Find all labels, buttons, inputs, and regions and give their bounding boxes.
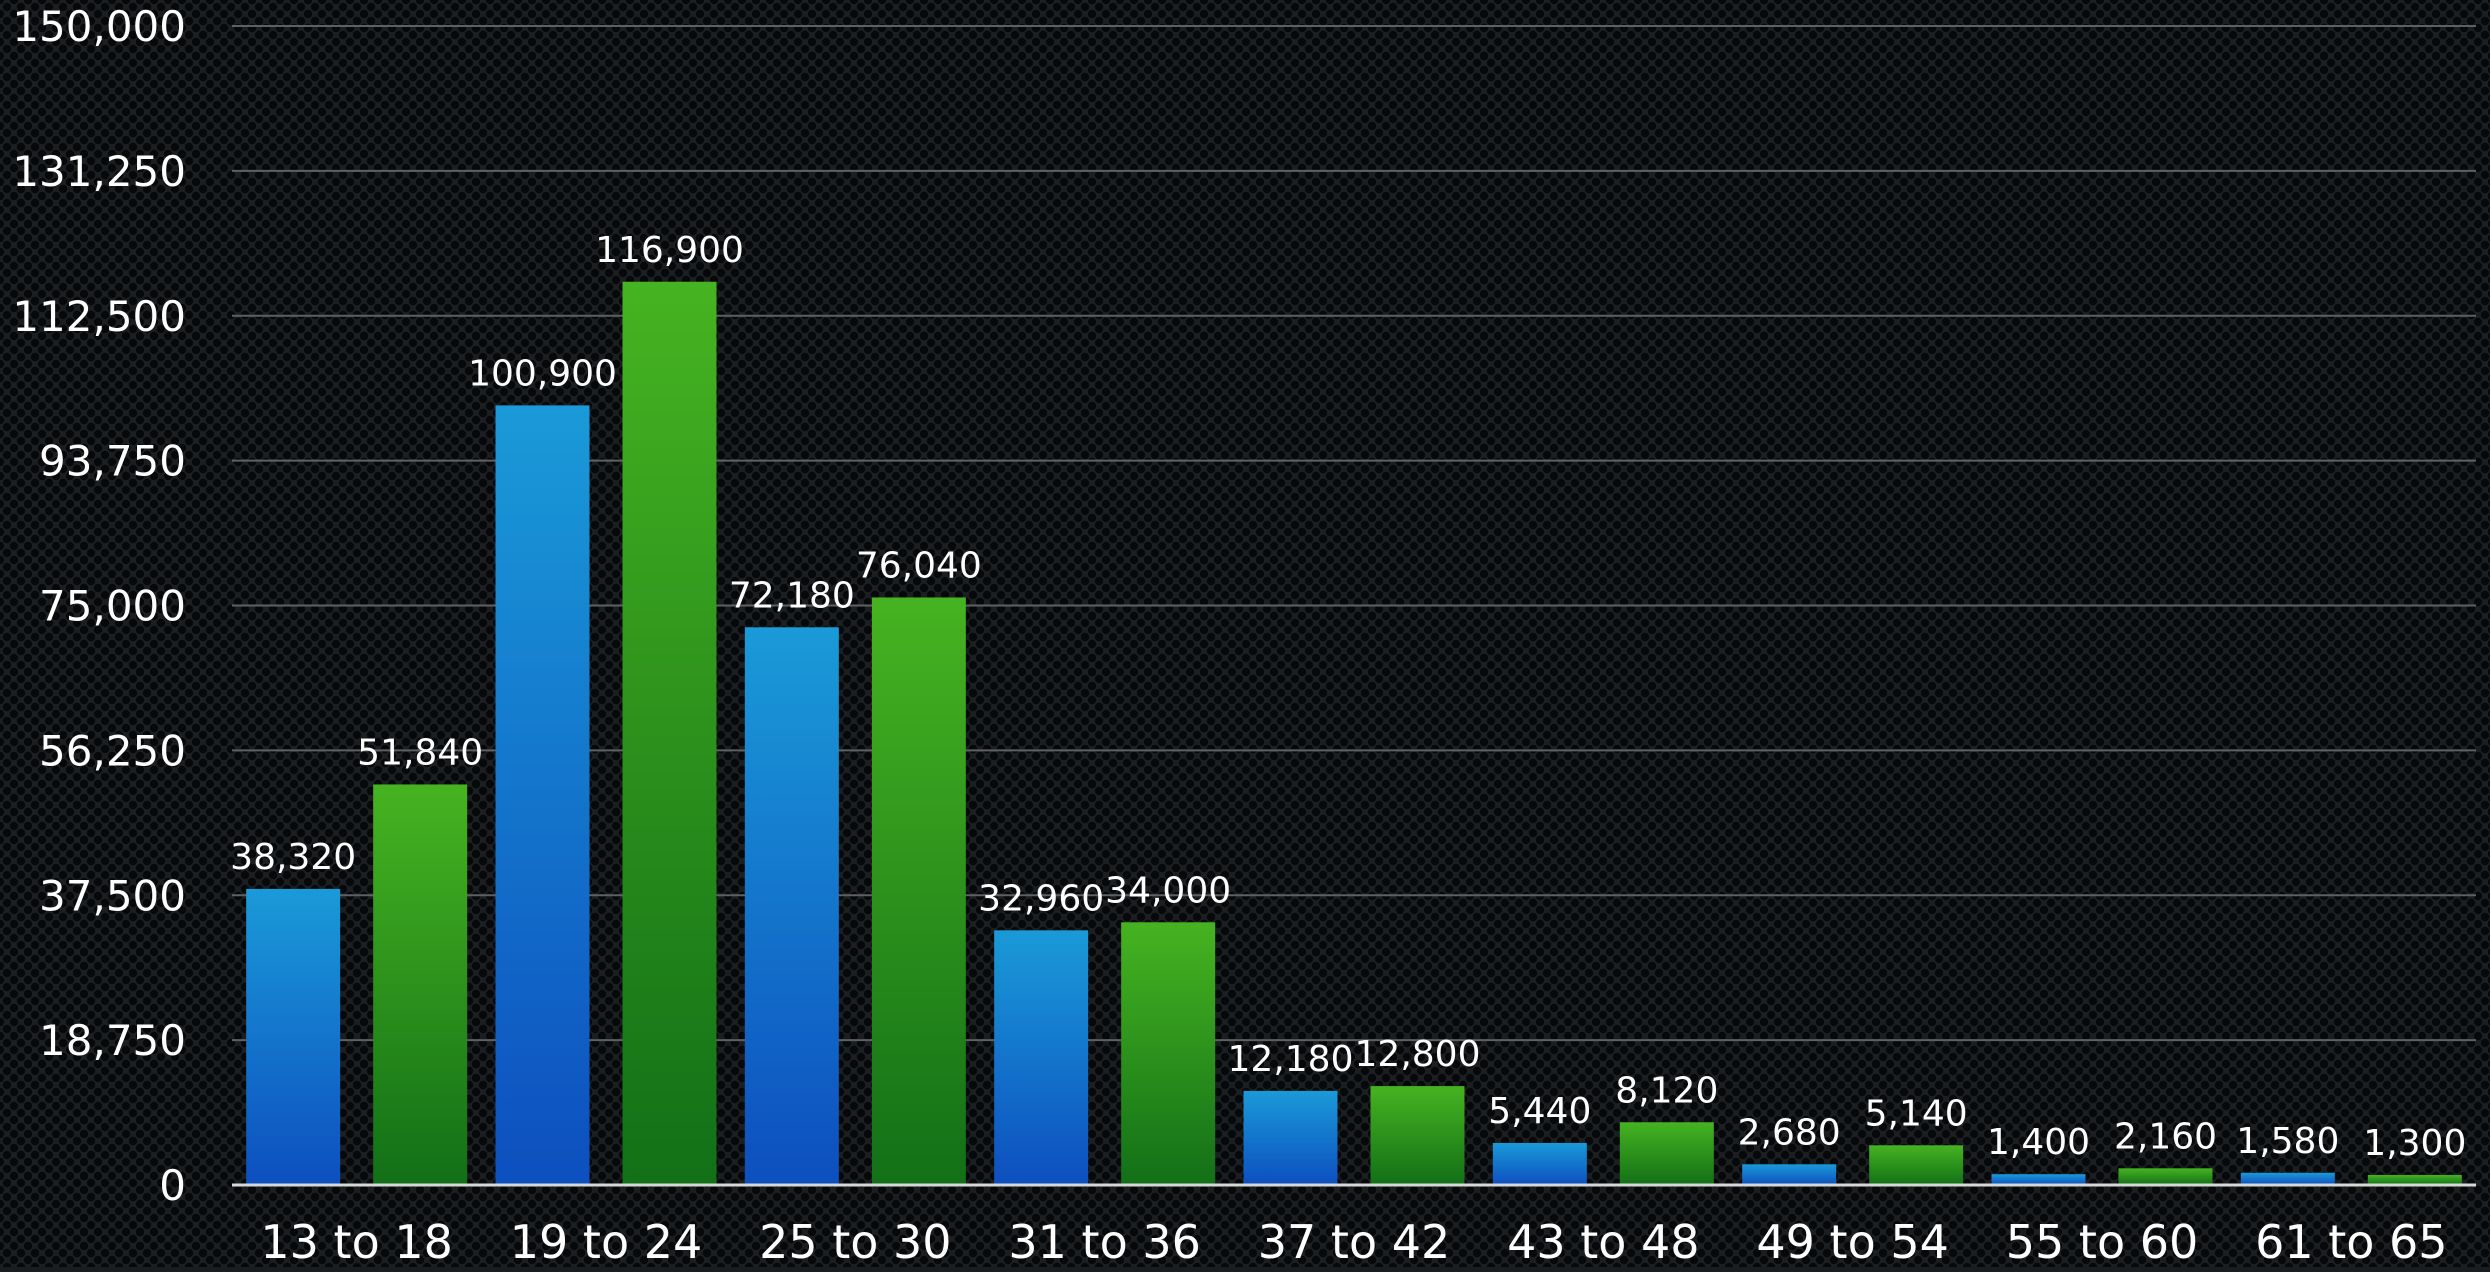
data-label: 5,140 — [1865, 1093, 1968, 1134]
bar — [744, 627, 839, 1185]
bar — [1869, 1145, 1964, 1185]
data-label: 1,300 — [2363, 1123, 2466, 1164]
y-tick-label: 131,250 — [12, 147, 186, 196]
data-label: 5,440 — [1488, 1091, 1591, 1132]
bar — [1991, 1174, 2086, 1185]
bar — [495, 405, 590, 1185]
data-label: 38,320 — [230, 837, 356, 878]
bar — [2118, 1168, 2213, 1185]
data-label: 72,180 — [729, 575, 855, 616]
y-tick-label: 18,750 — [39, 1016, 186, 1065]
x-tick-label: 55 to 60 — [2006, 1215, 2199, 1267]
bar — [1121, 922, 1216, 1185]
x-tick-label: 61 to 65 — [2255, 1215, 2448, 1267]
data-label: 34,000 — [1105, 870, 1231, 911]
y-tick-label: 75,000 — [39, 582, 186, 631]
data-label: 116,900 — [595, 230, 744, 271]
y-tick-label: 37,500 — [39, 871, 186, 920]
bar — [1742, 1164, 1837, 1185]
data-label: 12,180 — [1228, 1039, 1354, 1080]
x-tick-label: 13 to 18 — [260, 1215, 453, 1267]
data-label: 1,580 — [2236, 1121, 2339, 1162]
y-tick-label: 150,000 — [12, 2, 186, 51]
data-label: 12,800 — [1355, 1034, 1481, 1075]
y-tick-label: 112,500 — [12, 292, 186, 341]
x-tick-label: 31 to 36 — [1008, 1215, 1201, 1267]
bar — [1243, 1090, 1338, 1185]
data-label: 2,680 — [1738, 1112, 1841, 1153]
bar — [622, 281, 717, 1185]
bar — [246, 888, 341, 1185]
bar — [994, 930, 1089, 1185]
bar — [871, 597, 966, 1185]
bar — [1619, 1122, 1714, 1185]
y-tick-label: 56,250 — [39, 726, 186, 775]
bar — [373, 784, 468, 1185]
x-tick-label: 19 to 24 — [510, 1215, 703, 1267]
data-label: 51,840 — [357, 732, 483, 773]
data-label: 100,900 — [468, 353, 617, 394]
bar — [2240, 1172, 2335, 1185]
x-tick-label: 49 to 54 — [1756, 1215, 1949, 1267]
data-label: 8,120 — [1615, 1070, 1718, 1111]
bar — [1370, 1086, 1465, 1185]
y-tick-label: 93,750 — [39, 437, 186, 486]
data-label: 32,960 — [978, 878, 1104, 919]
data-label: 2,160 — [2114, 1116, 2217, 1157]
x-tick-label: 43 to 48 — [1507, 1215, 1700, 1267]
x-tick-label: 37 to 42 — [1258, 1215, 1451, 1267]
data-label: 1,400 — [1987, 1122, 2090, 1163]
bar — [2367, 1174, 2462, 1185]
bar — [1492, 1142, 1587, 1185]
y-tick-label: 0 — [159, 1161, 186, 1210]
x-tick-label: 25 to 30 — [759, 1215, 952, 1267]
data-label: 76,040 — [856, 545, 982, 586]
